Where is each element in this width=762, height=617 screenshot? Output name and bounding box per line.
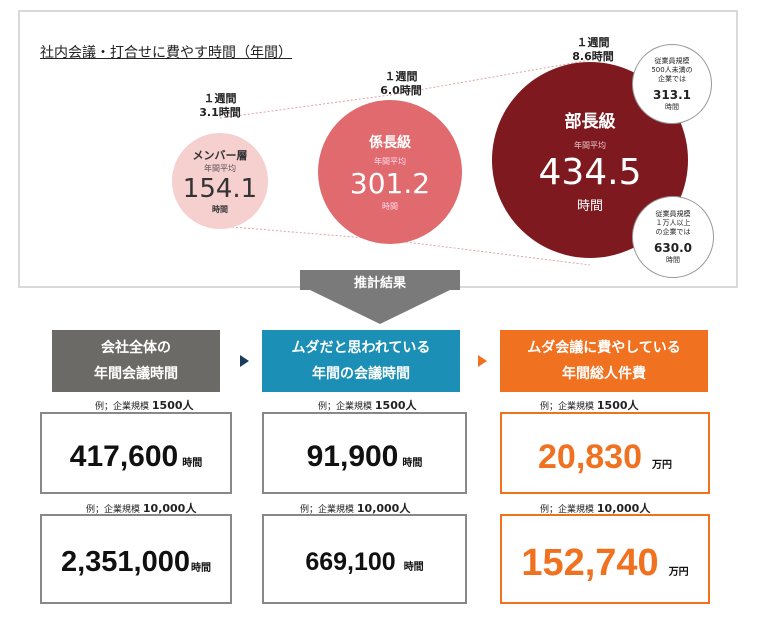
value-box: 152,740 万円 (500, 514, 710, 604)
triangle-icon (240, 355, 249, 367)
unit-suffix: 時間 (382, 202, 398, 211)
annual-value: 434.5 (538, 151, 642, 193)
header-total-meeting-hours: 会社全体の 年間会議時間 (52, 330, 220, 392)
weekly-label-bucho: １週間 8.6時間 (572, 36, 614, 63)
value-box: 20,830 万円 (500, 412, 710, 494)
example-label: 例；企業規模 10,000人 (86, 502, 197, 515)
connector-line (219, 94, 391, 119)
example-label: 例；企業規模 1500人 (95, 399, 194, 412)
unit-label: 年間平均 (374, 157, 406, 166)
header-wasteful-meeting-hours: ムダだと思われている 年間の会議時間 (262, 330, 460, 392)
weekly-label-kakaricho: １週間 6.0時間 (380, 70, 422, 97)
note-bubble-large-company: 従業員規模 １万人以上 の企業では 630.0 時間 (632, 196, 714, 278)
example-label: 例；企業規模 1500人 (540, 399, 639, 412)
arrow-label: 推計結果 (353, 276, 406, 291)
series-name: メンバー層 (192, 149, 248, 162)
annual-value: 301.2 (349, 167, 431, 200)
weekly-label-member: １週間 3.1時間 (199, 92, 241, 119)
connector-line (389, 59, 591, 96)
annual-value: 154.1 (182, 174, 258, 204)
unit-suffix: 時間 (212, 205, 228, 214)
bubble-kakaricho: 係長級 年間平均 301.2 時間 (318, 100, 462, 244)
header-wasteful-labor-cost: ムダ会議に費やしている 年間総人件費 (500, 330, 708, 392)
unit-label: 年間平均 (204, 164, 236, 173)
arrow-down (300, 270, 460, 324)
series-name: 係長級 (369, 135, 411, 151)
connector-line (389, 239, 591, 266)
example-label: 例；企業規模 1500人 (318, 399, 417, 412)
value-box: 2,351,000 時間 (40, 514, 232, 604)
chart-title: 社内会議・打合せに費やす時間（年間） (40, 45, 292, 61)
value-box: 91,900 時間 (262, 412, 467, 494)
unit-label: 年間平均 (574, 140, 606, 150)
note-bubble-small-company: 従業員規模 500人未満の 企業では 313.1 時間 (632, 44, 712, 124)
bubble-connector-lines (219, 59, 591, 266)
unit-suffix: 時間 (576, 198, 603, 214)
triangle-icon (478, 355, 487, 367)
example-label: 例；企業規模 10,000人 (540, 502, 651, 515)
connector-line (219, 225, 391, 241)
example-label: 例；企業規模 10,000人 (300, 502, 411, 515)
bubble-member: メンバー層 年間平均 154.1 時間 (172, 133, 268, 229)
value-box: 417,600 時間 (40, 412, 232, 494)
value-box: 669,100 時間 (262, 514, 467, 604)
series-name: 部長級 (564, 111, 616, 132)
